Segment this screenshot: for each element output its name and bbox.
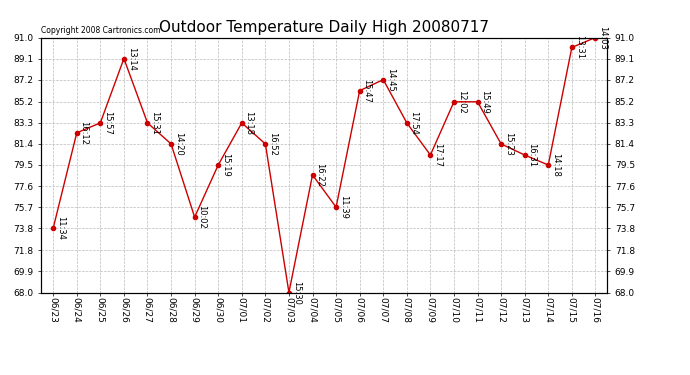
Text: 17:54: 17:54 [410, 111, 419, 135]
Text: 14:03: 14:03 [598, 26, 607, 50]
Text: 10:02: 10:02 [197, 205, 206, 229]
Text: 16:52: 16:52 [268, 132, 277, 156]
Text: 15:47: 15:47 [362, 79, 371, 103]
Text: 15:30: 15:30 [292, 280, 301, 304]
Text: 14:20: 14:20 [174, 132, 183, 156]
Text: 16:12: 16:12 [79, 121, 88, 145]
Text: 14:18: 14:18 [551, 153, 560, 177]
Text: 17:17: 17:17 [433, 143, 442, 167]
Text: 13:18: 13:18 [244, 111, 253, 135]
Text: Copyright 2008 Cartronics.com: Copyright 2008 Cartronics.com [41, 26, 161, 35]
Text: 13:31: 13:31 [575, 36, 584, 60]
Text: 15:49: 15:49 [480, 90, 489, 114]
Text: 13:14: 13:14 [127, 46, 136, 70]
Text: 16:22: 16:22 [315, 163, 324, 187]
Text: 12:02: 12:02 [457, 90, 466, 114]
Title: Outdoor Temperature Daily High 20080717: Outdoor Temperature Daily High 20080717 [159, 20, 489, 35]
Text: 15:31: 15:31 [150, 111, 159, 135]
Text: 15:23: 15:23 [504, 132, 513, 156]
Text: 15:57: 15:57 [103, 111, 112, 135]
Text: 15:19: 15:19 [221, 153, 230, 177]
Text: 16:31: 16:31 [527, 143, 536, 167]
Text: 14:45: 14:45 [386, 68, 395, 92]
Text: 11:39: 11:39 [339, 195, 348, 219]
Text: 11:34: 11:34 [56, 216, 65, 240]
